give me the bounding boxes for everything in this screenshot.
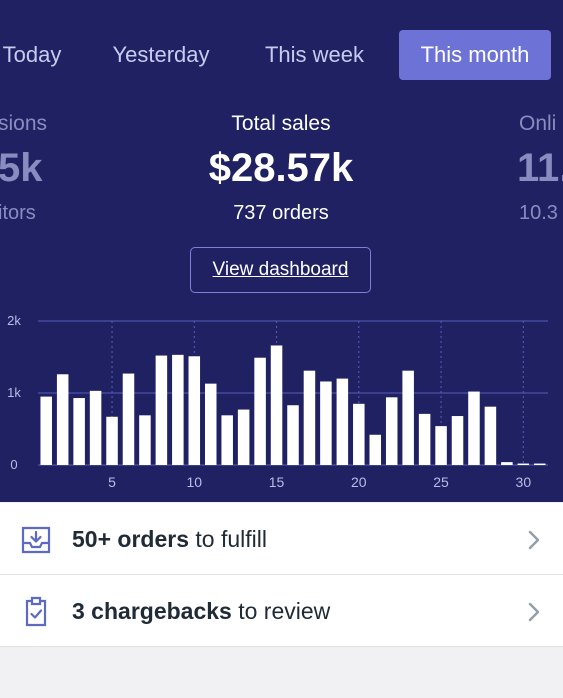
bar-day-18 <box>320 381 332 465</box>
y-tick-label: 1k <box>7 385 21 400</box>
visitors-label: itors <box>0 202 36 224</box>
bar-day-2 <box>56 374 69 465</box>
sales-overview-panel: Today Yesterday This week This month sio… <box>0 0 563 502</box>
online-store-sub: 10.3 <box>519 202 558 224</box>
orders-count: 737 orders <box>233 202 329 224</box>
tab-this-week[interactable]: This week <box>264 42 365 67</box>
task-row-fulfill-orders[interactable]: 50+ orders to fulfill <box>0 503 563 575</box>
tab-yesterday[interactable]: Yesterday <box>112 42 210 67</box>
task-text-fulfill: 50+ orders to fulfill <box>72 503 267 575</box>
bar-day-21 <box>369 434 382 465</box>
y-tick-label: 0 <box>10 457 17 472</box>
bar-day-20 <box>353 403 365 465</box>
task-desc-chargebacks: to review <box>231 598 331 624</box>
sessions-value: 5k <box>0 146 43 190</box>
y-tick-label: 2k <box>7 313 21 328</box>
online-store-label: Onli <box>519 112 557 135</box>
task-count-chargebacks: 3 chargebacks <box>72 598 232 624</box>
x-tick-label: 15 <box>269 474 285 490</box>
bar-day-29 <box>501 462 513 465</box>
clipboard-check-icon <box>25 596 47 627</box>
bar-day-6 <box>122 373 135 465</box>
bar-day-30 <box>517 463 530 465</box>
x-tick-label: 5 <box>108 474 116 490</box>
tab-today[interactable]: Today <box>2 42 62 67</box>
bar-day-28 <box>484 406 497 465</box>
task-text-chargebacks: 3 chargebacks to review <box>72 575 330 647</box>
bar-day-15 <box>270 345 283 465</box>
task-row-review-chargebacks[interactable]: 3 chargebacks to review <box>0 575 563 647</box>
bar-day-24 <box>418 413 431 465</box>
bar-day-9 <box>172 354 184 465</box>
bar-day-4 <box>89 390 102 465</box>
bar-day-3 <box>73 398 85 465</box>
bar-day-14 <box>254 357 266 465</box>
x-tick-label: 20 <box>351 474 367 490</box>
task-count-orders: 50+ orders <box>72 526 189 552</box>
bar-day-22 <box>385 397 398 465</box>
bar-day-16 <box>287 405 299 465</box>
bar-day-12 <box>221 415 233 465</box>
sessions-label: sions <box>0 112 48 135</box>
bar-day-25 <box>435 426 447 465</box>
bar-day-13 <box>237 409 250 465</box>
bar-day-1 <box>40 396 52 465</box>
x-tick-label: 25 <box>433 474 449 490</box>
bar-day-7 <box>139 415 151 465</box>
x-tick-label: 30 <box>516 474 532 490</box>
total-sales-value: $28.57k <box>208 146 354 190</box>
total-sales-label: Total sales <box>231 112 331 135</box>
tab-this-month[interactable]: This month <box>399 30 551 80</box>
x-tick-label: 10 <box>187 474 203 490</box>
task-desc-fulfill: to fulfill <box>189 526 267 552</box>
bar-day-10 <box>188 356 201 465</box>
chevron-right-icon <box>528 602 540 622</box>
bar-day-11 <box>204 383 217 465</box>
chevron-right-icon <box>528 530 540 550</box>
bar-day-17 <box>303 370 316 465</box>
online-store-value: 11. <box>517 146 563 190</box>
sales-bar-chart: 0 1k 2k 5 10 15 20 25 30 <box>7 313 548 490</box>
bar-day-19 <box>336 378 349 465</box>
bar-day-27 <box>468 391 480 465</box>
bar-day-5 <box>106 416 118 465</box>
bar-day-23 <box>402 370 414 465</box>
bar-day-26 <box>451 416 464 465</box>
inbox-download-icon <box>21 526 51 554</box>
bar-day-31 <box>534 463 546 465</box>
bar-day-8 <box>155 355 168 465</box>
view-dashboard-button[interactable]: View dashboard <box>190 247 371 293</box>
